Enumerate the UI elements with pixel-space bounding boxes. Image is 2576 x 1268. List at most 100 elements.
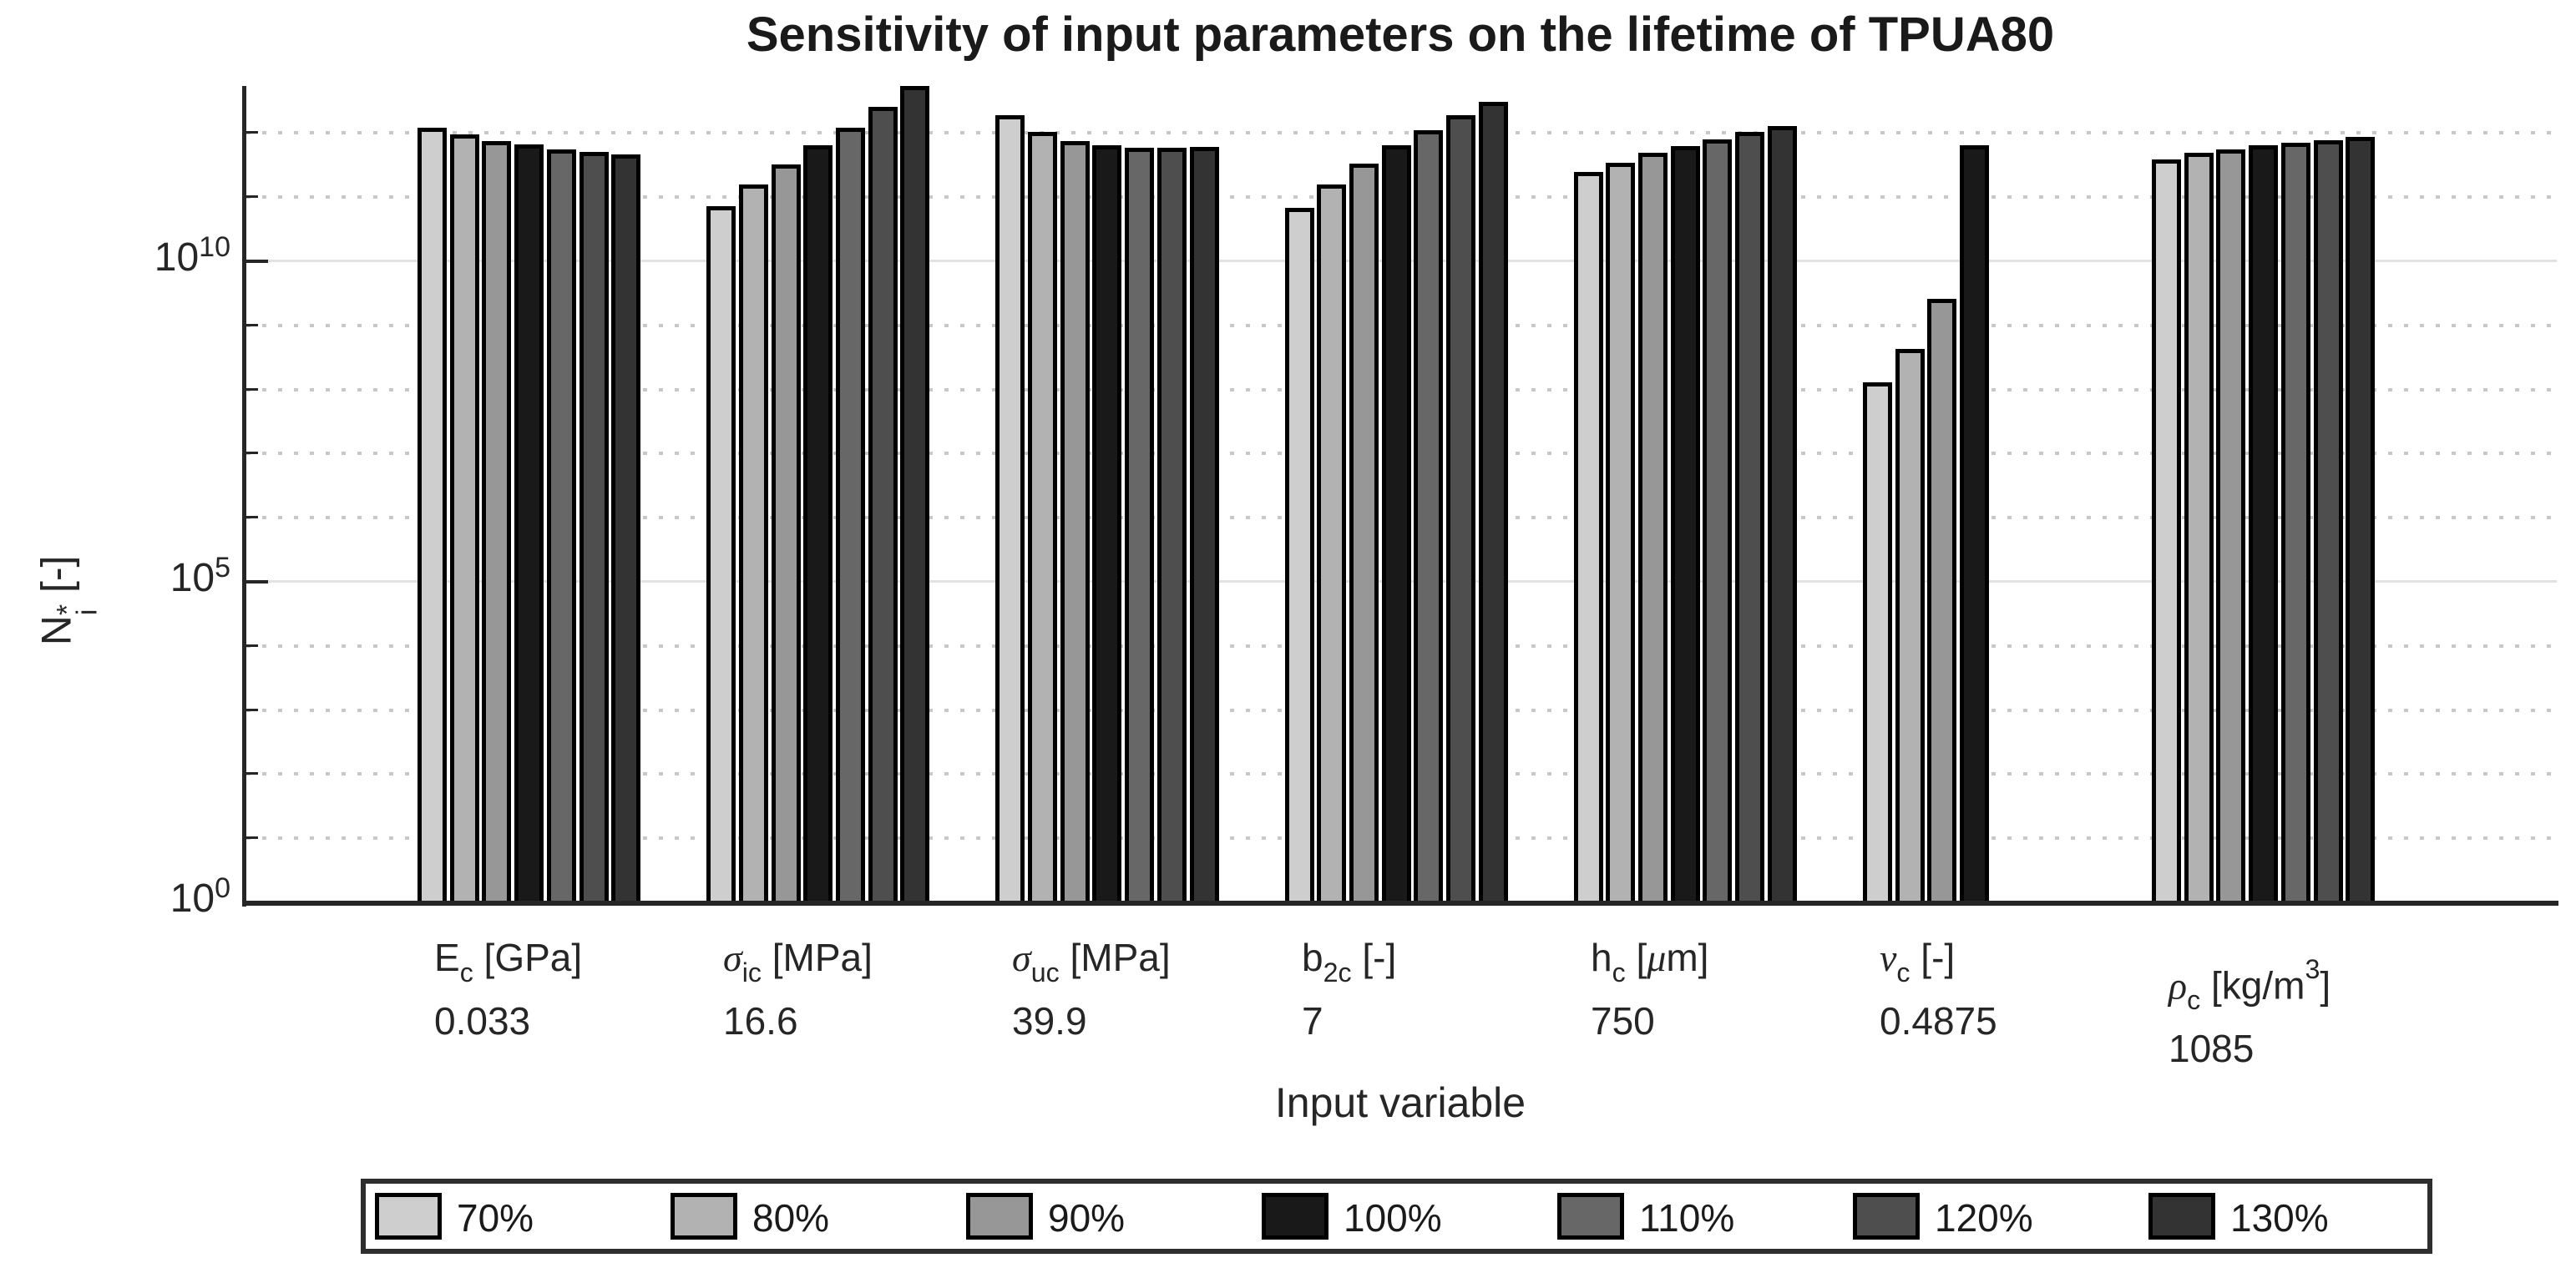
y-label-supsub: * i: [51, 604, 104, 616]
minor-gridline: [246, 131, 2557, 134]
x-tick-value-line: 0.4875: [1880, 998, 1997, 1043]
bar-90%-group3: [1060, 141, 1090, 905]
bar-120%-group5: [1735, 132, 1764, 905]
bar-100%-group7: [2249, 145, 2278, 905]
bar-80%-group2: [739, 184, 768, 905]
x-tick-value-line: 39.9: [1012, 998, 1087, 1043]
label-segment: ρ: [2169, 964, 2188, 1008]
bar-130%-group5: [1768, 126, 1797, 905]
label-segment: σ: [1012, 937, 1031, 979]
bar-70%-group6: [1863, 382, 1892, 905]
legend-swatch: [966, 1193, 1033, 1240]
label-segment: c: [1612, 957, 1626, 988]
x-axis-label: Input variable: [1274, 1079, 1526, 1126]
label-segment: E: [434, 936, 460, 979]
label-segment: ic: [741, 957, 762, 988]
legend-swatch: [1853, 1193, 1920, 1240]
x-tick-param-line: σuc [MPa]: [1012, 933, 1171, 997]
y-axis-spine: [242, 86, 246, 907]
bar-80%-group7: [2184, 153, 2214, 905]
x-tick-label: b2c [-] 7: [1302, 933, 1396, 1045]
y-minor-tick: [246, 772, 258, 775]
bar-70%-group5: [1574, 172, 1603, 905]
bar-70%-group1: [418, 128, 447, 905]
chart-title: Sensitivity of input parameters on the l…: [746, 8, 2055, 62]
x-tick-param-line: hc [μm]: [1591, 933, 1708, 997]
bar-90%-group4: [1349, 164, 1379, 905]
legend-label: 130%: [2230, 1196, 2329, 1240]
x-tick-value-line: 16.6: [723, 998, 798, 1043]
y-tick-label: 1010: [154, 231, 230, 280]
bar-70%-group3: [995, 115, 1025, 905]
y-tick-label: 100: [170, 872, 230, 922]
y-minor-tick: [246, 324, 258, 326]
label-segment: c: [1896, 957, 1910, 988]
legend-label: 80%: [752, 1196, 830, 1240]
bar-110%-group2: [836, 128, 865, 905]
x-tick-value-line: 750: [1591, 998, 1655, 1043]
bar-120%-group7: [2314, 140, 2343, 905]
x-tick-value-line: 1085: [2169, 1027, 2255, 1071]
legend-swatch: [2148, 1193, 2215, 1240]
x-axis-spine: [242, 901, 2558, 906]
bar-130%-group3: [1190, 147, 1219, 905]
label-segment: b: [1302, 936, 1323, 979]
y-minor-tick: [246, 836, 258, 839]
label-segment: [MPa]: [1059, 936, 1171, 979]
bar-100%-group3: [1092, 145, 1121, 905]
bar-110%-group5: [1703, 139, 1732, 905]
label-segment: ]: [2320, 963, 2331, 1008]
bar-90%-group5: [1638, 153, 1668, 905]
bar-110%-group1: [547, 149, 576, 905]
bar-70%-group2: [706, 206, 736, 905]
label-segment: [GPa]: [473, 936, 583, 979]
bar-100%-group5: [1671, 146, 1700, 905]
bar-80%-group1: [450, 134, 479, 905]
bar-130%-group1: [611, 154, 640, 905]
x-tick-label: νc [-] 0.4875: [1880, 933, 1997, 1045]
legend: 70% 80% 90% 100% 110% 120% 130%: [361, 1179, 2432, 1254]
bar-90%-group1: [482, 141, 511, 905]
y-tick-label: 105: [170, 552, 230, 601]
label-segment: c: [2187, 985, 2201, 1016]
label-segment: uc: [1030, 957, 1060, 988]
label-segment: [MPa]: [761, 936, 873, 979]
bar-110%-group4: [1414, 130, 1443, 905]
bar-120%-group1: [579, 152, 609, 905]
label-segment: [: [1625, 936, 1647, 979]
x-tick-label: σic [MPa] 16.6: [723, 933, 873, 1045]
y-major-tick: [246, 901, 268, 904]
y-minor-tick: [246, 709, 258, 711]
legend-swatch: [375, 1193, 442, 1240]
x-tick-label: Ec [GPa] 0.033: [434, 933, 582, 1045]
label-segment: N: [33, 615, 80, 646]
bar-110%-group3: [1125, 148, 1154, 905]
legend-swatch: [671, 1193, 737, 1240]
legend-label: 100%: [1344, 1196, 1442, 1240]
legend-label: 90%: [1048, 1196, 1126, 1240]
bar-100%-group6: [1960, 145, 1989, 905]
label-segment: m]: [1666, 936, 1709, 979]
x-tick-value-line: 0.033: [434, 998, 531, 1043]
bar-70%-group7: [2152, 159, 2181, 905]
label-segment: [-]: [1910, 936, 1956, 979]
label-segment: ν: [1880, 937, 1897, 979]
legend-swatch: [1557, 1193, 1624, 1240]
bar-100%-group2: [803, 145, 833, 905]
bar-70%-group4: [1285, 208, 1314, 905]
y-major-tick: [246, 580, 268, 583]
bar-120%-group4: [1446, 115, 1475, 905]
y-minor-tick: [246, 644, 258, 647]
bar-90%-group2: [772, 164, 801, 905]
label-segment: h: [1591, 936, 1612, 979]
y-minor-tick: [246, 452, 258, 454]
x-tick-param-line: Ec [GPa]: [434, 933, 582, 997]
label-segment: [kg/m: [2200, 963, 2305, 1008]
bar-110%-group7: [2281, 143, 2310, 905]
label-segment: 3: [2305, 954, 2320, 984]
x-tick-param-line: σic [MPa]: [723, 933, 873, 997]
bar-130%-group4: [1479, 102, 1508, 905]
bar-100%-group1: [514, 144, 544, 905]
y-minor-tick: [246, 131, 258, 134]
